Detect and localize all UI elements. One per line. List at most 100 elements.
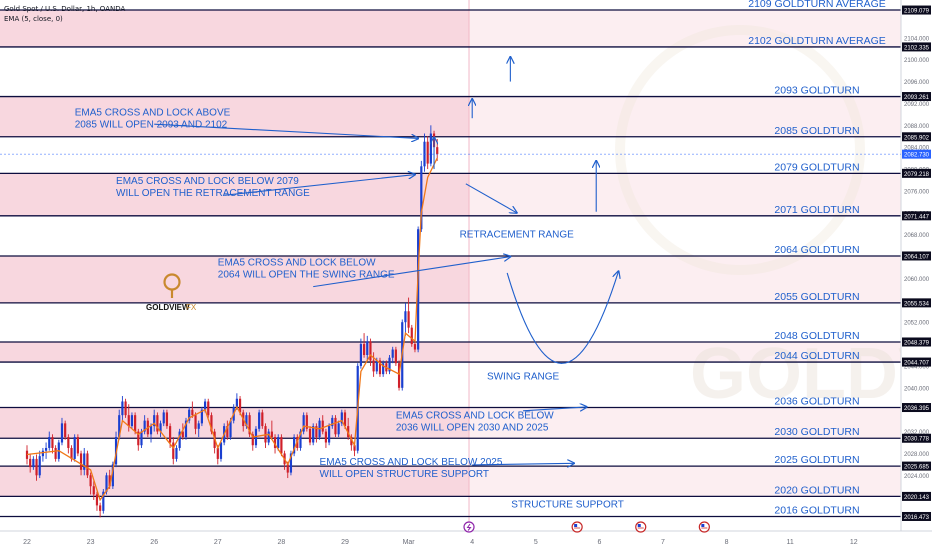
candle-body-12 bbox=[64, 423, 67, 438]
level-tag-bg-1 bbox=[902, 42, 931, 52]
level-label-3: 2085 GOLDTURN bbox=[774, 125, 859, 137]
candle-body-64 bbox=[229, 420, 232, 438]
candle-body-73 bbox=[258, 412, 261, 429]
candle-body-3 bbox=[35, 458, 38, 476]
projection-arrow-9 bbox=[472, 463, 574, 465]
annotation-2: EMA5 CROSS AND LOCK BELOW 2064 WILL OPEN … bbox=[218, 257, 395, 280]
candle-body-1 bbox=[29, 458, 32, 468]
candle-body-95 bbox=[328, 426, 331, 443]
candle-body-84 bbox=[293, 437, 296, 454]
candle-body-47 bbox=[175, 447, 178, 459]
candle-body-86 bbox=[299, 431, 302, 448]
pink-zone-3 bbox=[0, 255, 470, 303]
candle-body-108 bbox=[369, 341, 372, 361]
pink-zone-future-6 bbox=[469, 466, 901, 497]
time-tick-5: 29 bbox=[341, 539, 349, 546]
candle-body-87 bbox=[302, 415, 305, 432]
candle-body-43 bbox=[162, 412, 165, 424]
level-tag-12: 2025.685 bbox=[904, 465, 930, 471]
zone-label-0: RETRACEMENT RANGE bbox=[460, 229, 575, 240]
pink-zone-future-0 bbox=[469, 10, 901, 47]
candle-body-29 bbox=[118, 415, 121, 438]
time-tick-10: 7 bbox=[661, 539, 665, 546]
candle-body-109 bbox=[372, 360, 375, 372]
candle-body-45 bbox=[169, 426, 172, 443]
levels-layer: 2109 GOLDTURN AVERAGE 2102 GOLDTURN AVERA… bbox=[0, 0, 901, 518]
candle-body-42 bbox=[159, 423, 162, 432]
projection-arrow-2 bbox=[313, 257, 510, 288]
price-tick-19: 2100.000 bbox=[904, 58, 930, 64]
level-tag-bg-3 bbox=[902, 132, 931, 142]
candle-body-19 bbox=[86, 453, 89, 476]
candle-body-100 bbox=[343, 412, 347, 427]
candle-body-83 bbox=[289, 453, 293, 473]
pink-zone-future-2 bbox=[469, 173, 901, 216]
time-tick-8: 5 bbox=[534, 539, 538, 546]
candle-body-31 bbox=[124, 401, 127, 416]
candle-body-13 bbox=[67, 437, 70, 448]
legend-symbol[interactable]: Gold Spot / U.S. Dollar, 1h, OANDA bbox=[4, 5, 126, 13]
level-tag-0: 2109.079 bbox=[904, 9, 930, 15]
price-tick-1: 2028.000 bbox=[904, 452, 930, 458]
level-tag-10: 2036.395 bbox=[904, 406, 930, 412]
candle-body-93 bbox=[321, 420, 324, 432]
candle-body-22 bbox=[95, 494, 99, 506]
candle-body-35 bbox=[137, 431, 140, 446]
annotation-4-line-0: EMA5 CROSS AND LOCK BELOW 2025 bbox=[320, 457, 503, 468]
annotation-4-line-1: WILL OPEN STRUCTURE SUPPORT bbox=[320, 469, 489, 480]
level-tag-bg-2 bbox=[902, 92, 931, 102]
level-tag-7: 2055.534 bbox=[904, 301, 930, 307]
candle-body-105 bbox=[359, 344, 362, 366]
candle-body-99 bbox=[340, 412, 343, 424]
time-tick-1: 23 bbox=[87, 539, 95, 546]
annotation-0-line-0: EMA5 CROSS AND LOCK ABOVE bbox=[75, 107, 231, 118]
candle-body-46 bbox=[172, 442, 175, 459]
level-tag-5: 2071.447 bbox=[904, 214, 930, 220]
level-tag-bg-11 bbox=[902, 433, 931, 443]
candle-body-49 bbox=[181, 431, 184, 438]
level-label-6: 2064 GOLDTURN bbox=[774, 244, 859, 256]
candle-body-69 bbox=[245, 415, 248, 427]
level-tag-bg-12 bbox=[902, 461, 931, 471]
candle-body-122 bbox=[413, 344, 417, 350]
candle-body-127 bbox=[429, 133, 432, 164]
ema-layer bbox=[26, 157, 438, 502]
level-tag-bg-4 bbox=[902, 168, 931, 178]
candle-body-30 bbox=[121, 401, 124, 416]
candle-body-121 bbox=[410, 327, 413, 345]
price-tick-13: 2076.000 bbox=[904, 189, 930, 195]
pink-zone-future-5 bbox=[469, 407, 901, 439]
pink-zone-future-3 bbox=[469, 255, 901, 303]
level-label-1: 2102 GOLDTURN AVERAGE bbox=[748, 35, 886, 47]
candle-body-14 bbox=[70, 447, 73, 459]
annotation-1-line-1: WILL OPEN THE RETRACEMENT RANGE bbox=[116, 188, 310, 199]
candle-body-61 bbox=[219, 442, 223, 459]
candle-body-7 bbox=[48, 437, 51, 448]
level-tag-bg-5 bbox=[902, 211, 931, 221]
level-tag-3: 2085.902 bbox=[904, 135, 930, 141]
candle-body-18 bbox=[83, 453, 86, 470]
annotations-layer: EMA5 CROSS AND LOCK ABOVE 2085 WILL OPEN … bbox=[75, 107, 624, 510]
pink-zone-0 bbox=[0, 10, 470, 47]
us-flag-canton-3 bbox=[701, 524, 705, 527]
level-label-7: 2055 GOLDTURN bbox=[774, 291, 859, 303]
candle-body-40 bbox=[153, 415, 156, 427]
candle-body-98 bbox=[337, 423, 340, 435]
level-tag-bg-8 bbox=[902, 337, 931, 347]
candle-body-126 bbox=[426, 141, 429, 164]
pink-zone-6 bbox=[0, 466, 470, 497]
price-tick-5: 2044.000 bbox=[904, 364, 930, 370]
ema-line bbox=[26, 157, 438, 502]
legend-indicator[interactable]: EMA (5, close, 0) bbox=[4, 15, 63, 23]
level-label-11: 2030 GOLDTURN bbox=[774, 426, 859, 438]
price-tick-17: 2092.000 bbox=[904, 102, 930, 108]
candle-body-103 bbox=[353, 445, 356, 451]
candle-body-78 bbox=[273, 437, 277, 448]
candle-body-80 bbox=[280, 437, 283, 454]
candle-body-119 bbox=[404, 311, 407, 323]
candle-body-120 bbox=[407, 311, 410, 328]
time-tick-9: 6 bbox=[597, 539, 601, 546]
candle-body-76 bbox=[267, 431, 270, 443]
